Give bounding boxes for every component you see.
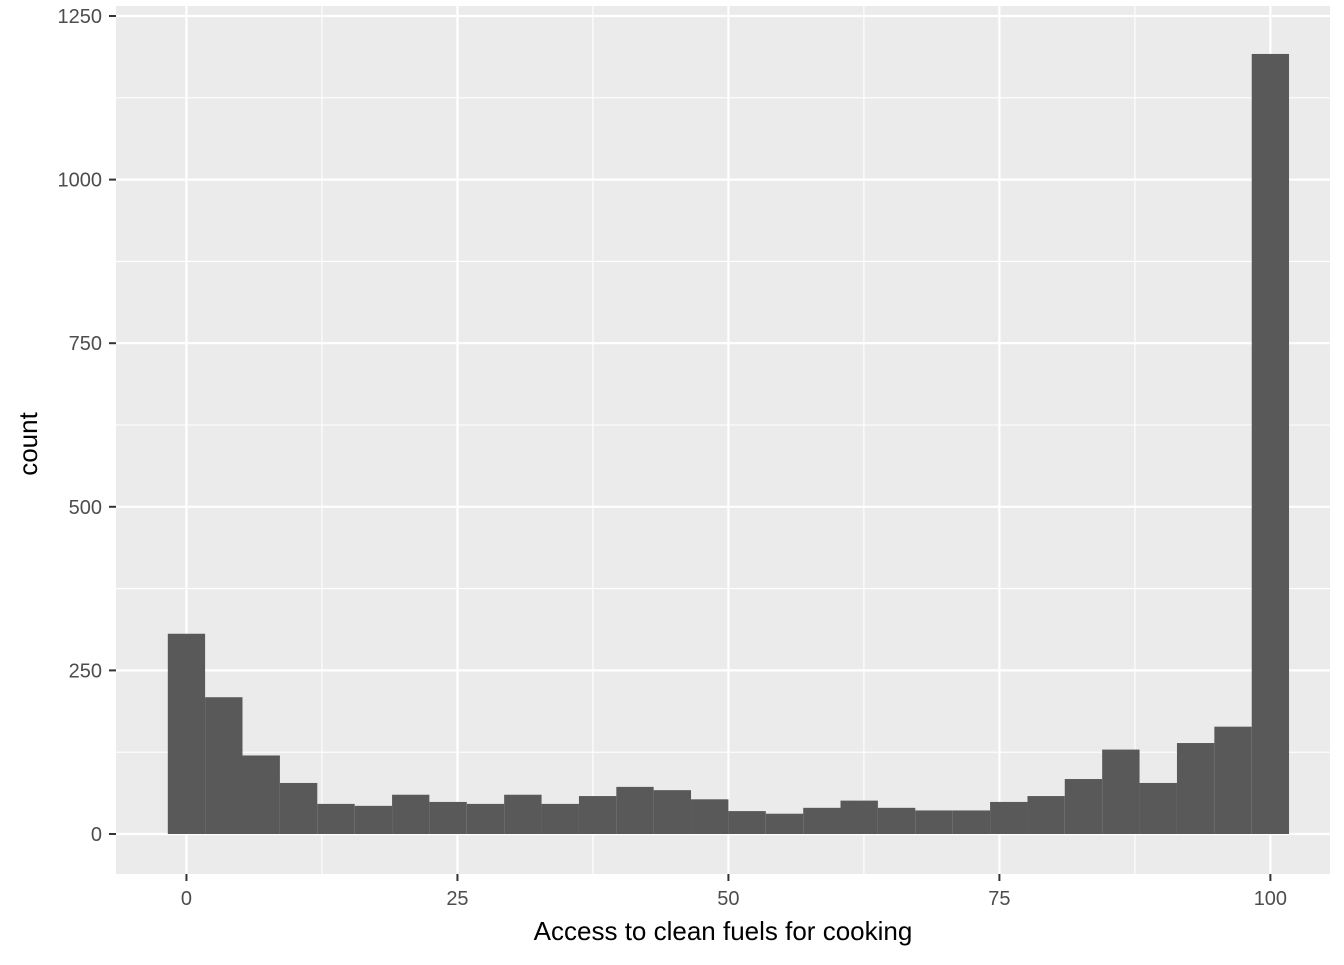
histogram-bar-18	[840, 800, 878, 834]
histogram-bar-12	[616, 786, 654, 834]
x-tick-label: 100	[1254, 888, 1287, 910]
histogram-bar-23	[1027, 796, 1065, 834]
histogram-bar-20	[915, 810, 953, 834]
histogram-bar-7	[429, 801, 467, 834]
gridlines	[116, 6, 1330, 874]
histogram-bar-21	[952, 810, 991, 834]
plot-panel	[116, 6, 1330, 874]
histogram-bar-28	[1214, 726, 1252, 834]
histogram-bar-2	[242, 755, 280, 834]
x-tick-label: 75	[988, 888, 1010, 910]
x-tick-label: 25	[446, 888, 468, 910]
x-tick-label: 50	[717, 888, 739, 910]
histogram-bar-5	[354, 805, 393, 834]
y-tick-label: 0	[91, 824, 102, 846]
histogram-bar-8	[466, 803, 505, 834]
histogram-bar-3	[279, 782, 318, 834]
y-tick-label: 1000	[58, 170, 103, 192]
x-tick-label: 0	[181, 888, 192, 910]
y-tick-label: 250	[69, 660, 102, 682]
histogram-bar-0	[167, 633, 206, 834]
histogram-bar-16	[765, 813, 804, 834]
histogram-bar-10	[541, 803, 579, 834]
histogram-bar-9	[504, 794, 542, 834]
histogram-bar-15	[728, 811, 766, 834]
histogram-bar-14	[691, 799, 729, 834]
histogram-bar-26	[1139, 782, 1177, 834]
histogram-bar-4	[317, 803, 355, 834]
y-tick-label: 1250	[58, 6, 103, 28]
histogram-bar-25	[1102, 749, 1140, 834]
histogram-bar-22	[990, 801, 1028, 834]
y-tick-label: 750	[69, 333, 102, 355]
y-tick-label: 500	[69, 497, 102, 519]
histogram-bar-19	[877, 807, 916, 834]
panel-background	[116, 6, 1330, 874]
x-axis-title: Access to clean fuels for cooking	[534, 916, 913, 946]
histogram-bar-24	[1064, 779, 1103, 834]
axes: 0 250 500 750 1000 1250 0 25 50 75 100	[58, 6, 1288, 910]
y-axis-title: count	[13, 411, 43, 475]
histogram-bars	[167, 53, 1290, 834]
histogram-bar-27	[1176, 743, 1215, 834]
histogram-bar-17	[803, 807, 841, 834]
histogram-bar-1	[205, 697, 243, 834]
histogram-bar-11	[578, 796, 617, 834]
histogram-bar-6	[392, 794, 430, 834]
histogram-bar-13	[653, 790, 692, 834]
histogram-bar-29	[1251, 53, 1290, 834]
